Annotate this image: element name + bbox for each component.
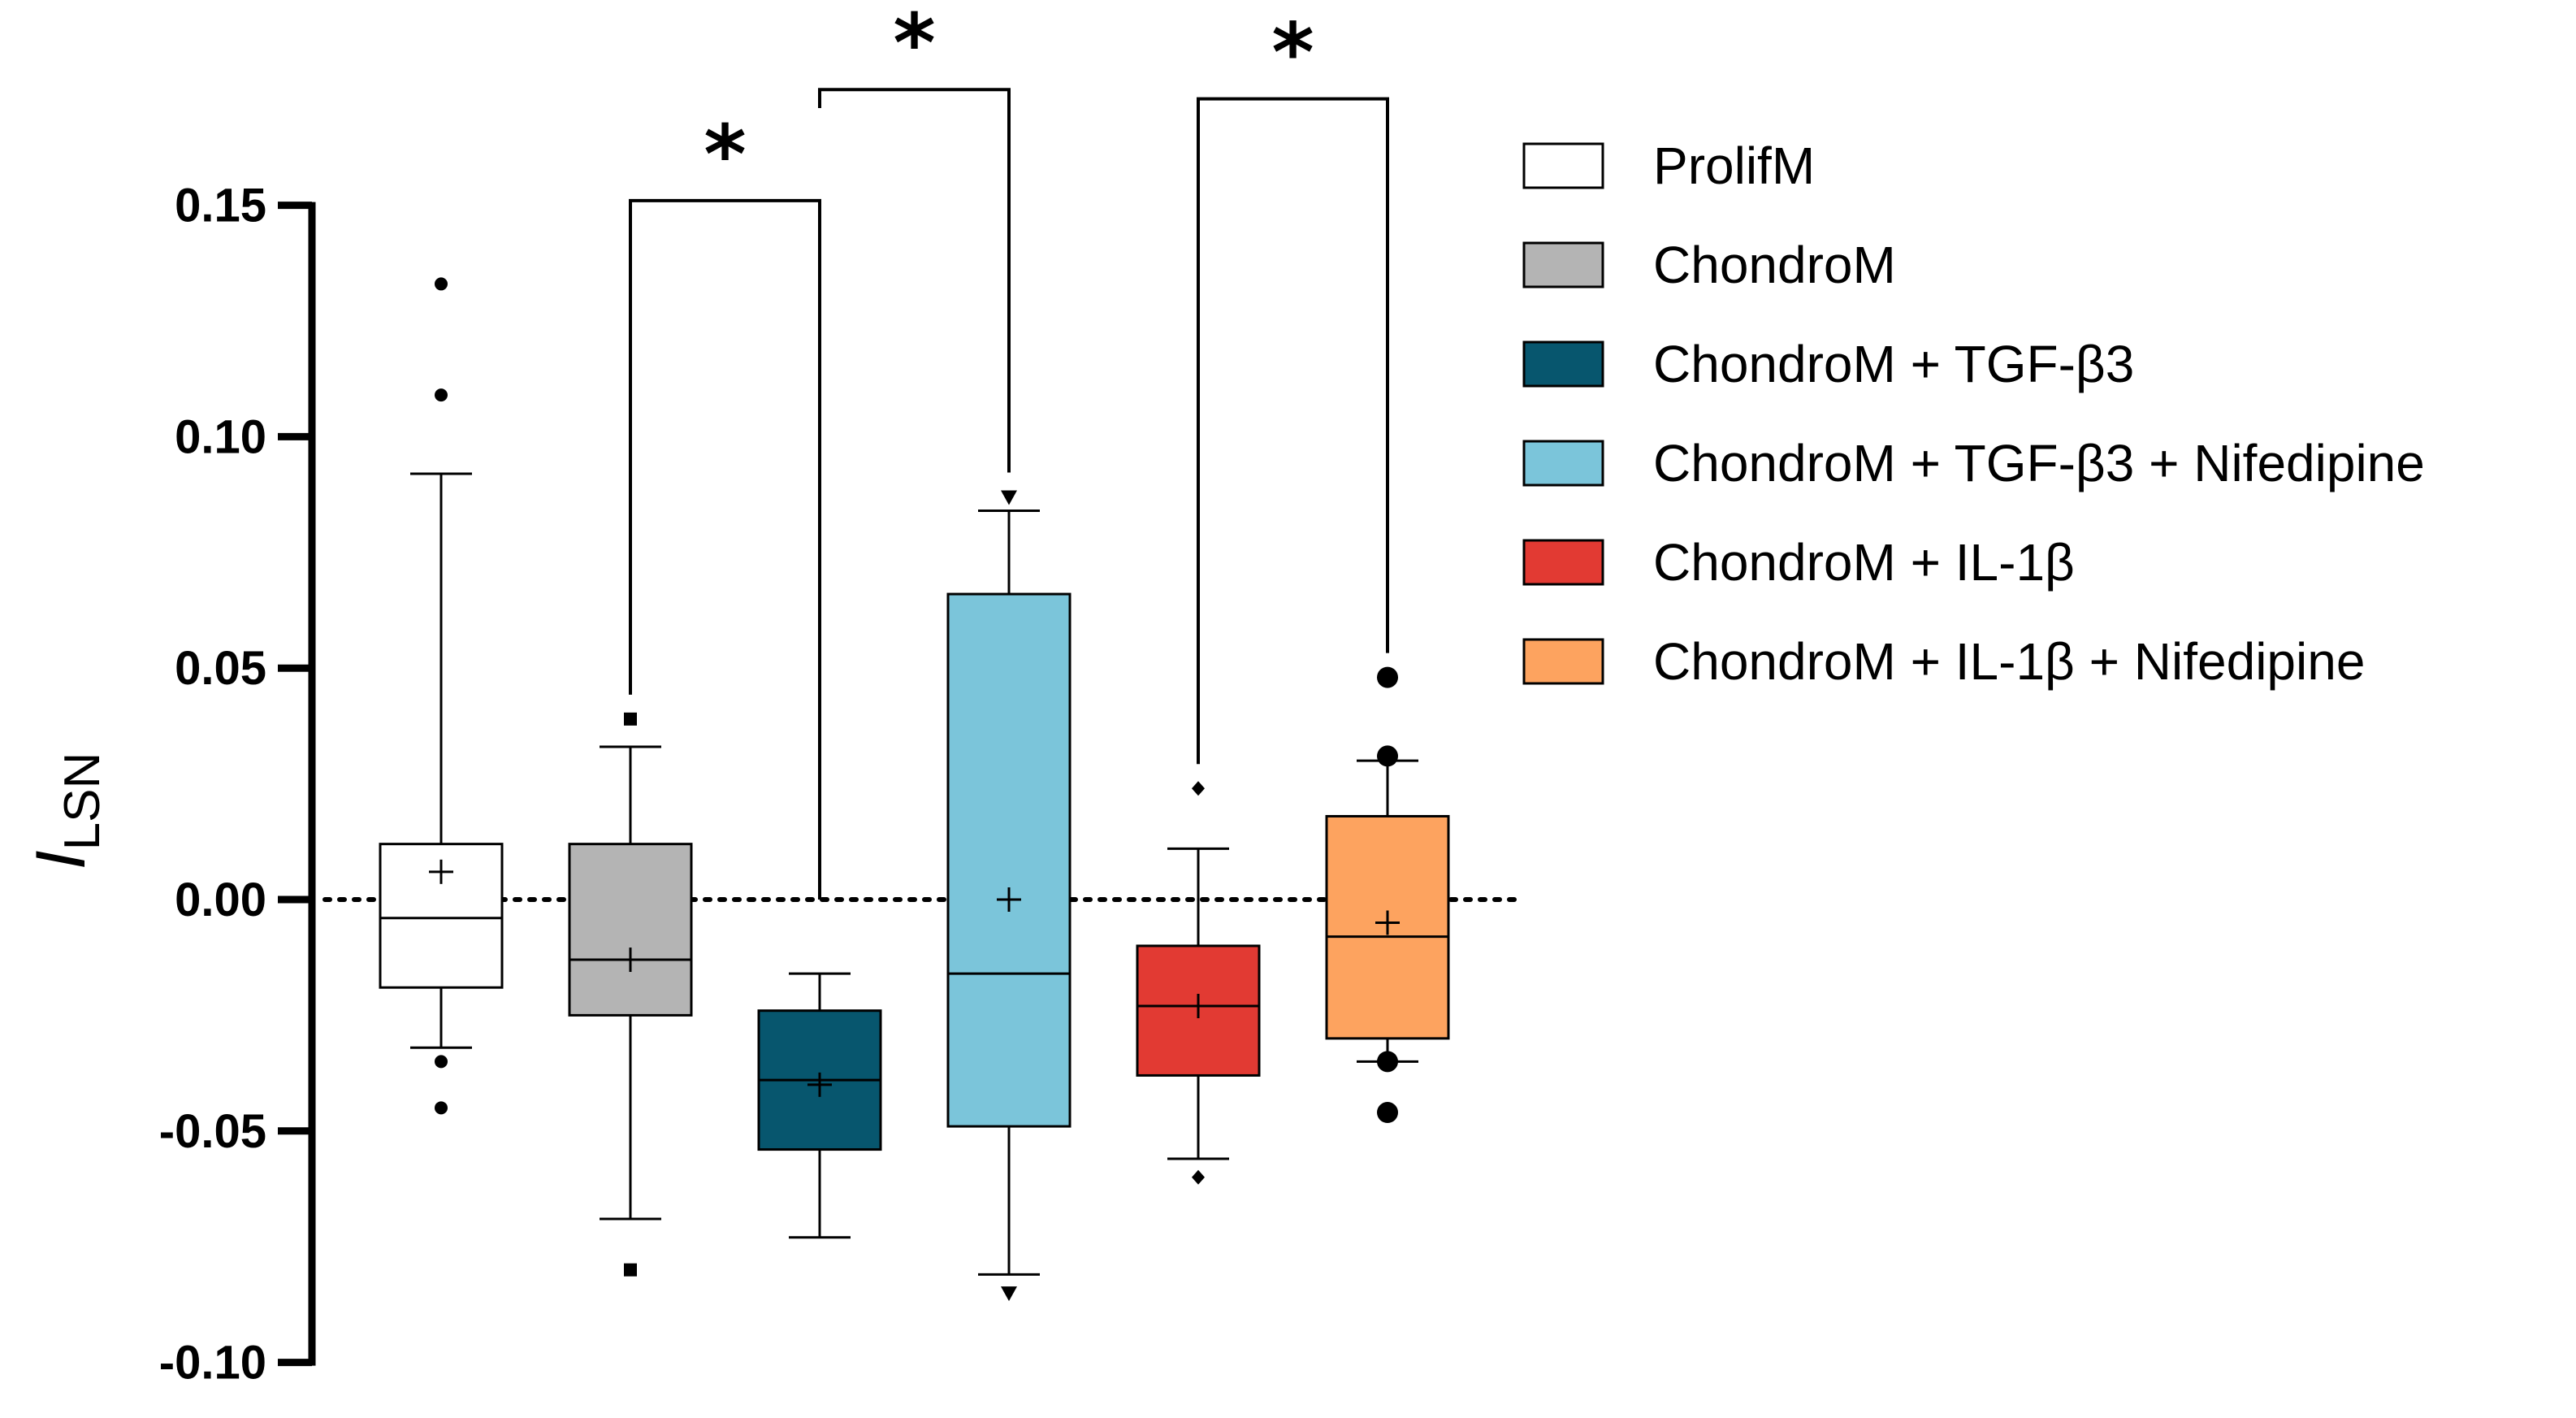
legend-item: ChondroM + TGF-β3 + Nifedipine [1522, 434, 2425, 492]
outlier-point [1377, 1051, 1398, 1073]
legend-swatch [1522, 638, 1604, 685]
legend-label: ChondroM + TGF-β3 + Nifedipine [1653, 434, 2425, 492]
y-tick-label: 0.10 [175, 410, 266, 463]
outlier-point [1192, 781, 1205, 796]
y-axis-label-main: I [22, 850, 100, 869]
legend-item: ChondroM + IL-1β [1522, 533, 2075, 592]
legend-label: ChondroM + TGF-β3 [1653, 335, 2134, 393]
outlier-point [1001, 1286, 1017, 1302]
legend-label: ChondroM [1653, 236, 1896, 294]
outlier-point [1377, 745, 1398, 767]
legend-item: ChondroM + TGF-β3 [1522, 335, 2134, 393]
y-tick-label: -0.05 [159, 1105, 266, 1158]
outlier-point [1001, 490, 1017, 505]
bracket-line [818, 88, 1011, 473]
y-tick-label: -0.10 [159, 1337, 266, 1390]
box-iqr [568, 843, 693, 1017]
y-axis-label-subscript: LSN [54, 752, 110, 851]
outlier-point [624, 712, 637, 726]
legend-item: ChondroM + IL-1β + Nifedipine [1522, 632, 2365, 691]
significance-bracket: * [629, 107, 821, 900]
box-group [1136, 781, 1261, 1185]
y-axis-label: ILSN [22, 752, 110, 870]
box-groups [379, 277, 1450, 1302]
box-group [568, 712, 693, 1277]
legend-label: ChondroM + IL-1β [1653, 533, 2075, 592]
legend-item: ChondroM [1522, 236, 1896, 294]
y-tick-label: 0.15 [175, 180, 266, 232]
significance-star: * [893, 0, 935, 91]
legend-item: ProlifM [1522, 137, 1815, 195]
box-group [946, 490, 1072, 1302]
significance-bracket: * [1197, 6, 1389, 765]
outlier-point [435, 388, 448, 402]
y-tick-label: 0.05 [175, 642, 266, 695]
box-group [379, 277, 504, 1115]
legend-swatch [1522, 241, 1604, 288]
legend-label: ProlifM [1653, 137, 1815, 195]
y-tick-label: 0.00 [175, 874, 266, 926]
box-group [1325, 666, 1450, 1124]
outlier-point [1377, 666, 1398, 688]
legend: ProlifM ChondroM ChondroM + TGF-β3 ChondroM… [1522, 137, 2425, 691]
box-iqr [946, 592, 1072, 1128]
bracket-line [1197, 97, 1389, 765]
legend-swatch [1522, 142, 1604, 189]
outlier-point [435, 1101, 448, 1115]
significance-bracket: * [818, 0, 1011, 473]
outlier-point [435, 1055, 448, 1069]
significance-star: * [704, 107, 746, 202]
box-group [757, 972, 882, 1239]
significance-brackets: * * * [629, 0, 1389, 900]
outlier-point [435, 277, 448, 291]
outlier-point [1377, 1102, 1398, 1124]
bracket-line [629, 198, 821, 900]
legend-label: ChondroM + IL-1β + Nifedipine [1653, 632, 2365, 691]
legend-swatch [1522, 340, 1604, 388]
y-axis: 0.15 0.10 0.05 0.00 -0.05 -0.10 [159, 180, 316, 1390]
legend-swatch [1522, 539, 1604, 586]
outlier-point [1192, 1169, 1205, 1185]
significance-star: * [1271, 6, 1314, 101]
legend-swatch [1522, 440, 1604, 487]
outlier-point [624, 1263, 637, 1277]
